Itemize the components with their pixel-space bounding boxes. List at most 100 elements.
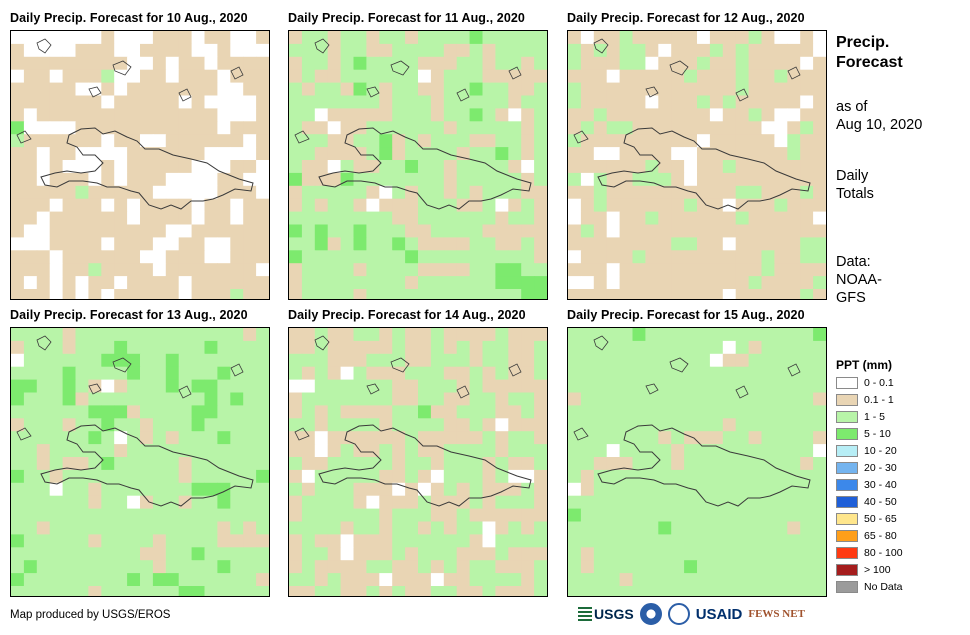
precip-cell [761,121,775,135]
precip-cell [619,108,633,122]
precip-cell [800,172,814,187]
precip-cell [340,95,354,109]
precip-cell [140,495,154,510]
precip-cell [405,147,419,161]
precip-cell [301,431,316,445]
precip-cell [204,392,218,406]
precip-cell [11,134,25,148]
precip-cell [127,405,141,419]
precip-cell [353,328,367,342]
precip-cell [62,31,76,45]
precip-cell [722,457,737,471]
precip-cell [405,508,419,522]
precip-cell [101,457,115,471]
precip-cell [204,457,218,471]
precip-cell [75,263,89,277]
precip-cell [418,56,432,71]
precip-cell [748,121,762,135]
precip-cell [735,69,750,84]
precip-cell [314,392,329,406]
precip-cell [645,82,659,96]
precip-cell [204,444,218,458]
precip-cell [697,340,711,355]
precip-cell [75,482,89,497]
precip-cell [36,560,51,574]
precip-cell [289,108,303,122]
precip-cell [774,263,788,277]
precip-cell [392,392,406,406]
precip-cell [327,508,342,522]
precip-cell [36,379,51,393]
small-island-outline [456,88,470,102]
precip-cell [340,405,354,419]
precip-cell [405,573,419,587]
precip-cell [217,534,231,548]
precip-cell [722,521,737,535]
precip-cell [289,444,303,458]
precip-cell [88,431,102,445]
precip-cell [101,160,115,174]
precip-map-6 [568,328,826,596]
precip-cell [140,469,154,484]
precip-cell [36,469,51,484]
precip-cell [379,160,393,174]
precip-cell [327,160,342,174]
precip-cell [748,418,762,432]
precip-cell [482,237,496,251]
precip-cell [722,431,737,445]
precip-cell [49,198,64,213]
precip-cell [165,392,180,406]
precip-cell [301,573,316,587]
precip-cell [456,366,471,381]
precip-cell [443,328,458,342]
precip-cell [430,469,445,484]
precip-cell [230,289,244,299]
precip-cell [49,185,64,200]
precip-cell [619,573,633,587]
precip-cell [11,418,25,432]
precip-cell [645,547,659,561]
precip-cell [735,250,750,264]
precip-cell [243,379,257,393]
precip-cell [314,482,329,497]
precip-cell [140,263,154,277]
precip-cell [36,198,51,213]
precip-cell [327,134,342,148]
precip-cell [392,560,406,574]
precip-cell [709,56,724,71]
precip-cell [301,147,316,161]
precip-cell [140,237,154,251]
precip-cell [774,431,788,445]
precip-cell [534,31,547,45]
precip-cell [379,586,393,596]
precip-cell [418,521,432,535]
precip-cell [671,289,685,299]
precip-cell [178,82,193,96]
precip-cell [508,121,522,135]
precip-cell [101,263,115,277]
precip-cell [508,160,522,174]
precip-cell [684,560,698,574]
precip-cell [632,237,646,251]
precip-cell [353,134,367,148]
precip-cell [430,121,445,135]
precip-cell [191,482,205,497]
precip-cell [101,276,115,290]
precip-cell [152,95,167,109]
small-island-outline [366,383,380,395]
precip-cell [366,56,380,71]
small-island-outline [735,88,749,102]
precip-cell [418,172,432,187]
precip-cell [482,534,496,548]
precip-cell [813,263,826,277]
precip-cell [813,560,826,574]
precip-cell [709,328,724,342]
precip-cell [722,379,737,393]
precip-cell [508,431,522,445]
precip-cell [327,547,342,561]
precip-cell [593,95,608,109]
precip-cell [301,444,316,458]
precip-cell [289,457,303,471]
precip-cell [508,521,522,535]
precip-cell [684,224,698,238]
